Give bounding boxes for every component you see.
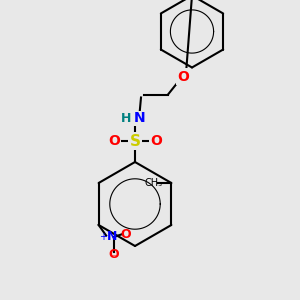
Text: H: H [121, 112, 131, 125]
Text: N: N [107, 230, 117, 244]
Text: O: O [108, 248, 119, 262]
Text: ⁻: ⁻ [111, 253, 117, 263]
Text: O: O [177, 70, 189, 83]
Text: O: O [120, 227, 131, 241]
Text: N: N [134, 112, 145, 125]
Text: S: S [130, 134, 140, 148]
Text: CH₃: CH₃ [144, 178, 162, 188]
Text: O: O [108, 134, 120, 148]
Text: O: O [150, 134, 162, 148]
Text: +: + [99, 232, 107, 242]
